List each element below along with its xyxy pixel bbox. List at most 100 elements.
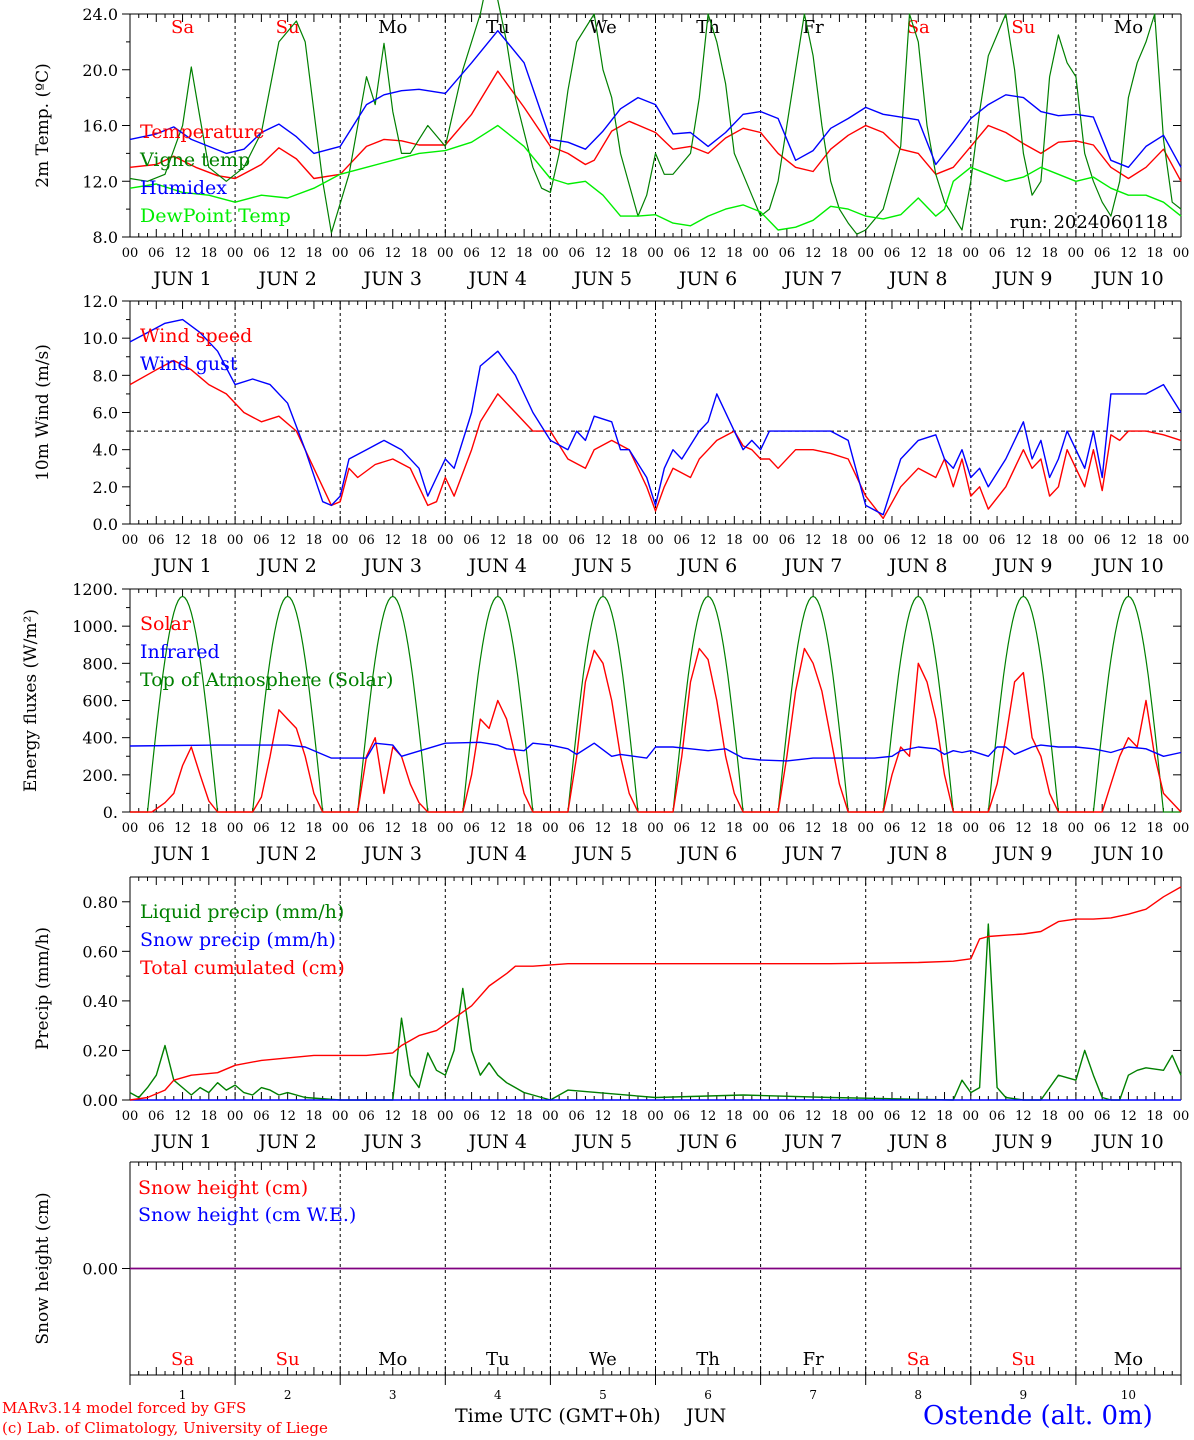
hour-tick-label: 12 xyxy=(174,1109,191,1124)
y-tick-label: 0.00 xyxy=(82,1260,118,1279)
series-line-vigne-temp xyxy=(129,0,1182,235)
hour-tick-label: 06 xyxy=(568,821,585,836)
hour-tick-label: 06 xyxy=(358,533,375,548)
hour-tick-label: 00 xyxy=(227,533,244,548)
hour-tick-label: 06 xyxy=(779,1109,796,1124)
day-number-label: 4 xyxy=(494,1388,502,1402)
hour-tick-label: 00 xyxy=(122,246,139,261)
day-number-label: 9 xyxy=(1020,1388,1028,1402)
day-tick-label: JUN 6 xyxy=(677,555,737,577)
y-tick-label: 0.0 xyxy=(93,515,118,534)
y-tick-label: 400. xyxy=(82,729,118,748)
y-tick-label: 16.0 xyxy=(82,117,118,136)
hour-tick-label: 12 xyxy=(1120,821,1137,836)
hour-tick-label: 06 xyxy=(779,533,796,548)
y-axis-label: Energy fluxes (W/m²) xyxy=(21,609,41,792)
weekday-label: Mo xyxy=(1114,17,1143,38)
weekday-label: Mo xyxy=(1114,1349,1143,1370)
legend-entry: Liquid precip (mm/h) xyxy=(140,901,344,923)
hour-tick-label: 18 xyxy=(831,821,848,836)
hour-tick-label: 12 xyxy=(1015,246,1032,261)
day-tick-label: JUN 2 xyxy=(256,843,316,865)
weekday-label: We xyxy=(589,1349,617,1370)
hour-tick-label: 00 xyxy=(1173,246,1190,261)
hour-tick-label: 06 xyxy=(989,533,1006,548)
panel-4: 0.00 0.20 0.40 0.60 0.80 Precip (mm/h) 00 06 12 1… xyxy=(33,876,1189,1153)
legend-entry: Solar xyxy=(140,613,192,635)
hour-tick-label: 00 xyxy=(1068,821,1085,836)
y-tick-label: 4.0 xyxy=(93,441,118,460)
day-number-label: 3 xyxy=(389,1388,397,1402)
hour-tick-label: 12 xyxy=(805,821,822,836)
hour-tick-label: 00 xyxy=(542,533,559,548)
hour-tick-label: 18 xyxy=(1041,1109,1058,1124)
hour-tick-label: 12 xyxy=(279,821,296,836)
day-tick-label: JUN 9 xyxy=(992,555,1052,577)
day-tick-label: JUN 8 xyxy=(887,1131,947,1153)
series-line-liquid-precip-mm-h xyxy=(129,923,1182,1101)
day-tick-label: JUN 4 xyxy=(467,268,527,290)
hour-tick-label: 18 xyxy=(1041,246,1058,261)
hour-tick-label: 06 xyxy=(674,1109,691,1124)
hour-tick-label: 18 xyxy=(306,533,323,548)
y-tick-label: 8.0 xyxy=(93,366,118,385)
hour-tick-label: 06 xyxy=(884,533,901,548)
hour-tick-label: 18 xyxy=(411,533,428,548)
hour-tick-label: 12 xyxy=(910,821,927,836)
hour-tick-label: 18 xyxy=(831,533,848,548)
day-tick-label: JUN 7 xyxy=(782,843,842,865)
day-tick-label: JUN 3 xyxy=(362,843,422,865)
legend-entry: Top of Atmosphere (Solar) xyxy=(140,669,393,691)
hour-tick-label: 18 xyxy=(516,533,533,548)
day-tick-label: JUN 4 xyxy=(467,1131,527,1153)
hour-tick-label: 06 xyxy=(989,246,1006,261)
series-line-dewpoint-temp xyxy=(129,124,1182,231)
hour-tick-label: 12 xyxy=(700,1109,717,1124)
weekday-label: Tu xyxy=(486,17,510,38)
hour-tick-label: 00 xyxy=(857,246,874,261)
hour-tick-label: 00 xyxy=(437,533,454,548)
hour-tick-label: 12 xyxy=(384,246,401,261)
hour-tick-label: 06 xyxy=(148,246,165,261)
hour-tick-label: 18 xyxy=(621,246,638,261)
hour-tick-label: 12 xyxy=(384,533,401,548)
hour-tick-label: 18 xyxy=(306,246,323,261)
hour-tick-label: 00 xyxy=(227,1109,244,1124)
panel-3: 0. 200. 400. 600. 800. 1000. 1200. Energy fluxe… xyxy=(21,580,1189,865)
day-tick-label: JUN 3 xyxy=(362,268,422,290)
day-number-label: 2 xyxy=(284,1388,292,1402)
hour-tick-label: 18 xyxy=(306,1109,323,1124)
hour-tick-label: 12 xyxy=(279,246,296,261)
y-tick-label: 800. xyxy=(82,654,118,673)
hour-tick-label: 00 xyxy=(122,821,139,836)
hour-tick-label: 12 xyxy=(490,821,507,836)
day-tick-label: JUN 4 xyxy=(467,843,527,865)
day-tick-label: JUN 2 xyxy=(256,268,316,290)
y-axis-label: Snow height (cm) xyxy=(33,1192,53,1344)
y-axis-label: Precip (mm/h) xyxy=(33,927,53,1050)
day-number-label: 5 xyxy=(599,1388,607,1402)
hour-tick-label: 12 xyxy=(700,533,717,548)
day-tick-label: JUN 5 xyxy=(572,843,632,865)
hour-tick-label: 18 xyxy=(621,821,638,836)
hour-tick-label: 18 xyxy=(411,821,428,836)
day-tick-label: JUN 1 xyxy=(151,1131,211,1153)
hour-tick-label: 00 xyxy=(122,1109,139,1124)
hour-tick-label: 06 xyxy=(884,1109,901,1124)
hour-tick-label: 18 xyxy=(201,533,218,548)
series-line-wind-gust xyxy=(129,318,1182,516)
x-axis-title: Time UTC (GMT+0h) xyxy=(455,1405,661,1427)
hour-tick-label: 00 xyxy=(647,821,664,836)
hour-tick-label: 12 xyxy=(174,533,191,548)
y-tick-label: 0.20 xyxy=(82,1041,118,1060)
hour-tick-label: 12 xyxy=(490,246,507,261)
day-number-label: 7 xyxy=(809,1388,817,1402)
hour-tick-label: 00 xyxy=(963,821,980,836)
day-tick-label: JUN 5 xyxy=(572,1131,632,1153)
hour-tick-label: 12 xyxy=(279,533,296,548)
hour-tick-label: 06 xyxy=(989,821,1006,836)
hour-tick-label: 00 xyxy=(963,246,980,261)
hour-tick-label: 18 xyxy=(411,1109,428,1124)
y-tick-label: 200. xyxy=(82,766,118,785)
